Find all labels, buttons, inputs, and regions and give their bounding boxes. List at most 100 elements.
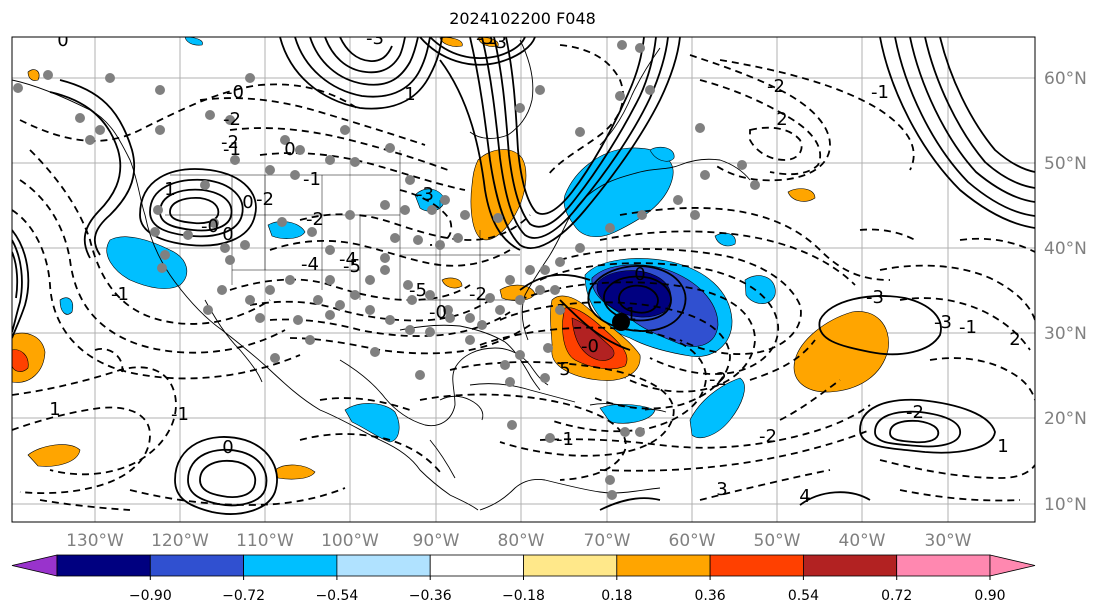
contour-dashed (19, 83, 361, 142)
contour-solid (859, 398, 996, 454)
station-marker (515, 103, 525, 113)
contour-solid (59, 79, 136, 256)
contour-solid (799, 491, 871, 506)
contour-solid (618, 284, 659, 314)
coast-cuba (469, 383, 576, 403)
coast-yucatan (439, 395, 484, 421)
contour-labels: 0 -3 -5-3-0-21-2-1 0-1-2-2-3-4-4 -5-5 -2-0-11… (49, 28, 1020, 507)
contour-label: -1 (171, 404, 189, 425)
station-marker (75, 113, 85, 123)
contour-dashed (12, 406, 151, 494)
station-marker (645, 85, 655, 95)
contour-label: -3 (489, 32, 507, 53)
contour-label: -2 (306, 209, 324, 230)
contour-solid (439, 59, 521, 251)
colorbar-tick-label: −0.90 (129, 588, 172, 604)
contour-label: -1 (556, 429, 574, 450)
station-marker (380, 200, 390, 210)
contour-solid (12, 239, 23, 333)
contour-dashed (749, 126, 803, 161)
station-marker (225, 115, 235, 125)
contour-label: 1 (404, 84, 415, 105)
station-marker (155, 125, 165, 135)
station-marker (700, 170, 710, 180)
station-marker (465, 335, 475, 345)
station-marker (460, 210, 470, 220)
contour-label: -3 (416, 184, 434, 205)
contour-label: -3 (934, 312, 952, 333)
station-marker (385, 143, 395, 153)
contour-solid (49, 91, 122, 259)
contour-label: -3 (866, 287, 884, 308)
coast-central-america (479, 479, 546, 511)
contour-solid (324, 37, 406, 74)
contour-label: -0 (429, 302, 447, 323)
station-marker (295, 145, 305, 155)
station-marker (695, 123, 705, 133)
colorbar-tick-label: 0.72 (881, 588, 912, 604)
latitude-label: 50°N (1044, 154, 1087, 174)
contour-label: -3 (366, 28, 384, 49)
station-marker (415, 370, 425, 380)
colorbar-tick-labels: −0.90 −0.72 −0.54 −0.36 −0.18 0.18 0.36 0.54 0.7… (129, 576, 1006, 604)
station-marker (443, 305, 453, 315)
latitude-label: 60°N (1044, 69, 1087, 89)
longitude-label: 50°W (754, 531, 801, 551)
station-marker (255, 313, 265, 323)
contour-dashed-lines (12, 44, 1035, 511)
contour-label: -2 (221, 132, 239, 153)
coast-gulf-north (399, 324, 506, 343)
station-marker (673, 195, 683, 205)
station-marker (365, 275, 375, 285)
station-marker (425, 290, 435, 300)
station-marker (737, 160, 747, 170)
station-marker (540, 265, 550, 275)
contour-solid (139, 168, 257, 247)
contour-label: -1 (111, 284, 129, 305)
shade-blue-pacific (59, 297, 73, 315)
contour-label: 0 (222, 437, 233, 458)
contour-dashed (12, 209, 301, 380)
coast-maritimes (597, 158, 751, 189)
contour-label: -5 (343, 256, 361, 277)
contour-dashed (539, 262, 779, 375)
contour-solid (469, 37, 681, 249)
contour-solid (587, 265, 687, 332)
colorbar-tick-label: −0.54 (315, 588, 358, 604)
station-marker (385, 315, 395, 325)
contour-label: -5 (409, 280, 427, 301)
contour-label: -2 (767, 76, 785, 97)
contour-dashed (479, 326, 707, 433)
station-marker (280, 135, 290, 145)
longitude-label: 60°W (669, 531, 716, 551)
contour-dashed (249, 299, 491, 322)
longitude-label: 110°W (236, 531, 294, 551)
contour-dashed (12, 366, 177, 476)
station-marker (515, 350, 525, 360)
station-marker (425, 327, 435, 337)
station-marker (157, 263, 167, 273)
station-marker (390, 233, 400, 243)
contour-label: -4 (301, 254, 319, 275)
contour-dashed (599, 230, 856, 286)
contour-solid (924, 37, 1035, 189)
contour-dashed (39, 499, 131, 511)
station-marker (637, 210, 647, 220)
contour-label: 2 (776, 109, 787, 130)
station-marker (245, 295, 255, 305)
contour-dashed (129, 487, 346, 506)
contour-dashed (879, 459, 1035, 479)
shade-orange-pacific-south (27, 444, 81, 467)
station-marker (403, 280, 413, 290)
shade-blue-northeast (563, 147, 674, 238)
station-marker (535, 85, 545, 95)
latitude-label: 40°N (1044, 239, 1087, 259)
contour-solid (187, 448, 268, 507)
station-markers (13, 40, 760, 500)
longitude-label: 70°W (584, 531, 631, 551)
station-marker (493, 213, 503, 223)
contour-dashed (299, 433, 441, 473)
station-marker (525, 265, 535, 275)
contour-dashed (899, 297, 1031, 351)
shade-orange-pacific-mid (274, 464, 316, 480)
